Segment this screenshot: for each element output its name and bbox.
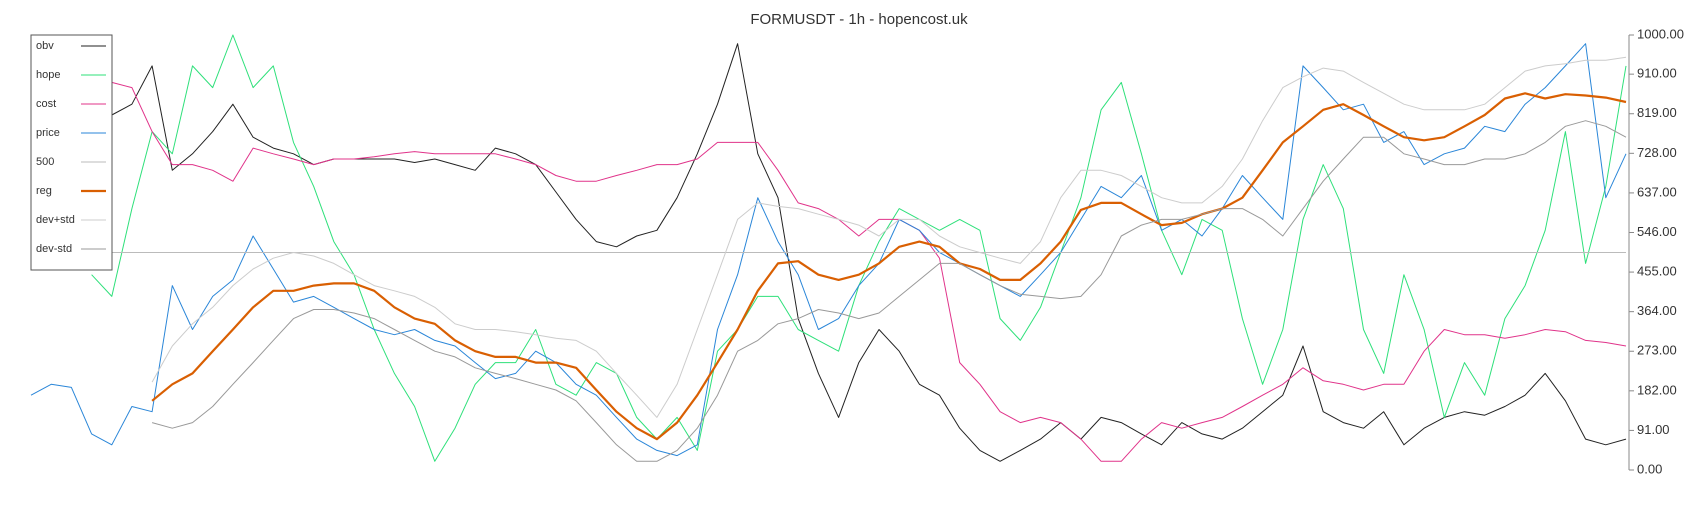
legend-label: cost — [36, 98, 56, 110]
series-line — [151, 92, 1627, 441]
y-tick-label: 273.00 — [1637, 343, 1677, 358]
legend-label: price — [36, 127, 60, 139]
series-line — [111, 43, 1627, 462]
series-line — [91, 34, 1627, 462]
y-tick-label: 364.00 — [1637, 303, 1677, 318]
legend-label: dev+std — [36, 214, 75, 226]
y-tick-label: 546.00 — [1637, 224, 1677, 239]
legend-label: 500 — [36, 156, 54, 168]
y-tick-label: 182.00 — [1637, 382, 1677, 397]
chart-title: FORMUSDT - 1h - hopencost.uk — [750, 11, 968, 28]
series-line — [111, 81, 1627, 462]
series-line — [151, 56, 1627, 418]
series-line — [151, 120, 1627, 462]
y-tick-label: 728.00 — [1637, 145, 1677, 160]
y-tick-label: 910.00 — [1637, 66, 1677, 81]
legend-label: reg — [36, 185, 52, 197]
legend-label: dev-std — [36, 243, 72, 255]
legend-box — [30, 34, 113, 271]
y-tick-label: 91.00 — [1637, 422, 1670, 437]
y-tick-label: 455.00 — [1637, 264, 1677, 279]
y-tick-label: 1000.00 — [1637, 26, 1684, 41]
y-tick-label: 0.00 — [1637, 461, 1662, 476]
y-tick-label: 819.00 — [1637, 105, 1677, 120]
legend-label: obv — [36, 40, 54, 52]
series-line — [30, 43, 1627, 457]
legend-label: hope — [36, 69, 60, 81]
y-tick-label: 637.00 — [1637, 184, 1677, 199]
